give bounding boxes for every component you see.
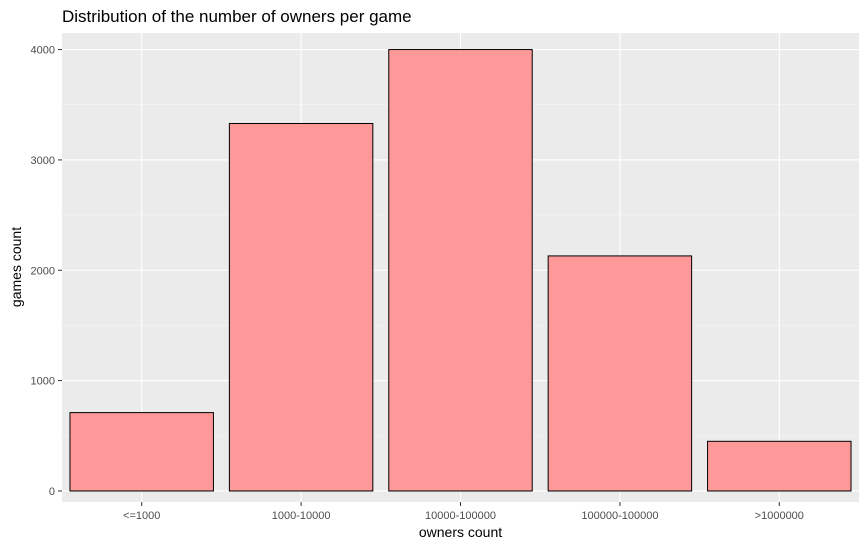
bar bbox=[228, 122, 374, 492]
bar bbox=[547, 255, 693, 492]
y-tick-label: 4000 bbox=[31, 45, 55, 57]
bar bbox=[388, 49, 533, 492]
x-tick-label: 100000-100000 bbox=[581, 510, 658, 522]
x-tick-label: 1000-10000 bbox=[272, 510, 331, 522]
x-tick-label: >1000000 bbox=[755, 510, 804, 522]
y-axis: 0 1000 2000 3000 4000 bbox=[31, 45, 62, 498]
y-tick-label: 1000 bbox=[31, 376, 55, 388]
bars bbox=[69, 49, 852, 492]
chart-title: Distribution of the number of owners per… bbox=[62, 7, 412, 26]
x-tick-label: <=1000 bbox=[123, 510, 160, 522]
y-axis-title: games count bbox=[8, 227, 24, 307]
y-tick-label: 0 bbox=[49, 486, 55, 498]
x-axis-title: owners count bbox=[419, 524, 502, 540]
bar bbox=[69, 412, 214, 492]
x-axis: <=1000 1000-10000 10000-100000 100000-10000… bbox=[123, 502, 804, 522]
x-tick-label: 10000-100000 bbox=[425, 510, 496, 522]
y-tick-label: 3000 bbox=[31, 155, 55, 167]
y-tick-label: 2000 bbox=[31, 265, 55, 277]
bar bbox=[707, 440, 852, 492]
